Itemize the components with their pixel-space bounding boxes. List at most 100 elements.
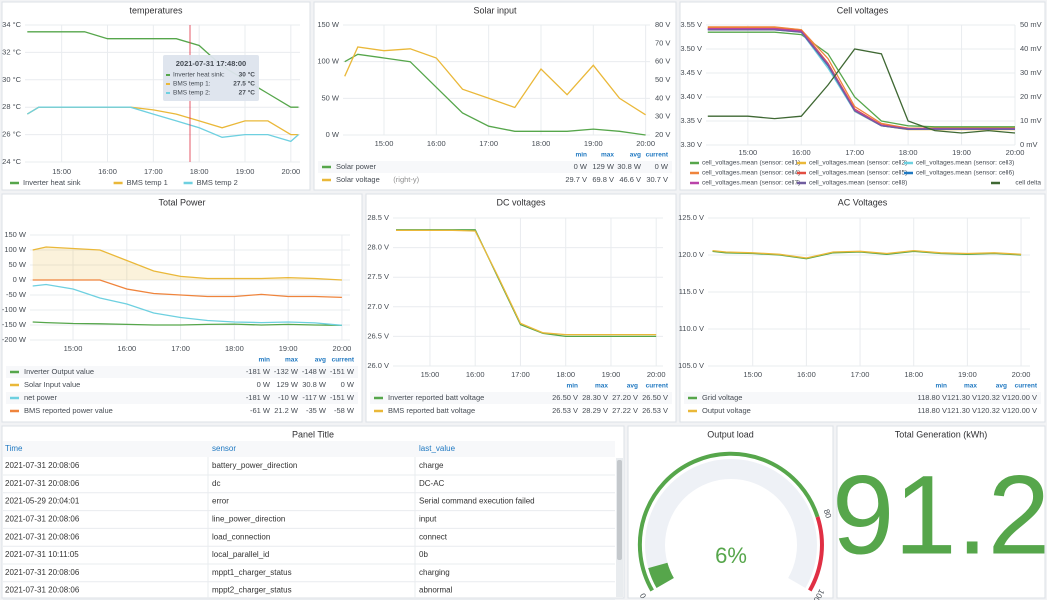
y-tick-label: 28.5 V bbox=[367, 213, 389, 222]
legend-stat: 120.32 V bbox=[977, 393, 1007, 402]
series-line bbox=[707, 29, 1015, 130]
x-tick-label: 15:00 bbox=[52, 167, 71, 176]
legend-stat: 30.7 V bbox=[646, 175, 668, 184]
x-tick-label: 19:00 bbox=[952, 148, 971, 157]
y-tick-label: 24 °C bbox=[2, 157, 21, 166]
legend-label: Grid voltage bbox=[702, 393, 742, 402]
legend-stat: -132 W bbox=[274, 367, 299, 376]
y-tick-label: 100 W bbox=[317, 57, 340, 66]
legend-stat: -117 W bbox=[302, 393, 327, 402]
series-line bbox=[344, 46, 646, 116]
panel-title: temperatures bbox=[129, 5, 183, 15]
y-tick-label: 115.0 V bbox=[679, 287, 704, 296]
series-line bbox=[344, 53, 646, 136]
tooltip-label: Inverter heat sink: bbox=[173, 72, 225, 79]
y2-tick-label: 0 mV bbox=[1020, 140, 1038, 149]
gauge-tick-label: 80 bbox=[822, 508, 833, 520]
y-tick-label: 26 °C bbox=[2, 130, 21, 139]
legend-stat: -61 W bbox=[250, 406, 271, 415]
table-cell: DC-AC bbox=[419, 479, 445, 488]
legend-column-header: min bbox=[258, 357, 270, 364]
legend-axis-note: (right-y) bbox=[393, 175, 419, 184]
y-tick-label: -50 W bbox=[6, 290, 27, 299]
legend-stat: 120.32 V bbox=[977, 406, 1007, 415]
legend-label: BMS reported power value bbox=[24, 406, 113, 415]
x-tick-label: 18:00 bbox=[190, 167, 209, 176]
y2-tick-label: 50 mV bbox=[1020, 20, 1042, 29]
x-tick-label: 16:00 bbox=[466, 370, 485, 379]
series-line bbox=[32, 283, 342, 326]
y-tick-label: 3.40 V bbox=[680, 92, 702, 101]
tooltip-value: 27.5 °C bbox=[233, 80, 255, 88]
x-tick-label: 16:00 bbox=[117, 344, 136, 353]
table-cell: 2021-07-31 20:08:06 bbox=[5, 532, 80, 541]
y-tick-label: 28.0 V bbox=[367, 243, 389, 252]
x-tick-label: 20:00 bbox=[281, 167, 300, 176]
legend-stat: 69.8 V bbox=[592, 175, 614, 184]
x-tick-label: 17:00 bbox=[144, 167, 163, 176]
legend-stat: 30.8 W bbox=[302, 380, 327, 389]
table-cell: 2021-07-31 20:08:06 bbox=[5, 568, 80, 577]
x-tick-label: 19:00 bbox=[236, 167, 255, 176]
legend-stat: 120.00 V bbox=[1007, 393, 1037, 402]
legend-row bbox=[370, 392, 672, 404]
legend-label: cell_voltages.mean (sensor: cell3) bbox=[916, 160, 1014, 167]
legend-label: Solar Input value bbox=[24, 380, 80, 389]
legend-column-header: min bbox=[575, 152, 587, 159]
legend-stat: 26.50 V bbox=[552, 393, 578, 402]
legend-label: Inverter heat sink bbox=[23, 178, 81, 187]
table-cell: connect bbox=[419, 532, 448, 541]
y-tick-label: 100 W bbox=[4, 245, 27, 254]
legend-row bbox=[6, 366, 358, 378]
legend-column-header: current bbox=[1015, 383, 1038, 390]
legend-stat: 121.30 V bbox=[947, 406, 977, 415]
x-tick-label: 16:00 bbox=[98, 167, 117, 176]
column-header: sensor bbox=[212, 444, 236, 453]
series-line bbox=[707, 48, 1016, 134]
table-cell: battery_power_direction bbox=[212, 461, 297, 470]
legend-stat: 26.53 V bbox=[552, 406, 578, 415]
legend-stat: 29.7 V bbox=[565, 175, 587, 184]
y-tick-label: 0 W bbox=[13, 275, 27, 284]
legend-stat: -151 W bbox=[330, 393, 355, 402]
legend-column-header: max bbox=[595, 383, 608, 390]
column-header: Time bbox=[5, 444, 23, 453]
y-tick-label: 150 W bbox=[4, 230, 27, 239]
legend-row bbox=[318, 161, 672, 173]
y2-tick-label: 70 V bbox=[655, 38, 670, 47]
x-tick-label: 20:00 bbox=[1012, 370, 1031, 379]
table-cell: mppt2_charger_status bbox=[212, 586, 292, 595]
table-cell: abnormal bbox=[419, 586, 453, 595]
series-line bbox=[32, 279, 342, 299]
legend-stat: 46.6 V bbox=[619, 175, 641, 184]
panel-title: Solar input bbox=[473, 5, 517, 15]
table-cell: charging bbox=[419, 568, 450, 577]
legend-row bbox=[6, 392, 358, 404]
x-tick-label: 18:00 bbox=[904, 370, 923, 379]
series-line bbox=[712, 249, 1022, 259]
table-cell: 2021-07-31 10:11:05 bbox=[5, 550, 79, 559]
legend-column-header: avg bbox=[630, 152, 641, 159]
legend-row bbox=[6, 379, 358, 391]
panel-title: Total Power bbox=[158, 197, 205, 207]
legend-stat: -181 W bbox=[246, 393, 271, 402]
stat-value: 91.2 bbox=[832, 453, 1047, 578]
legend-column-header: current bbox=[332, 357, 355, 364]
legend-stat: 0 W bbox=[341, 380, 355, 389]
panel bbox=[313, 1, 677, 191]
y-tick-label: 27.0 V bbox=[367, 302, 389, 311]
y-tick-label: 30 °C bbox=[2, 75, 21, 84]
legend-stat: -35 W bbox=[306, 406, 327, 415]
legend-stat: 118.80 V bbox=[918, 393, 947, 402]
y2-tick-label: 20 mV bbox=[1020, 92, 1042, 101]
y-tick-label: 34 °C bbox=[2, 20, 21, 29]
x-tick-label: 15:00 bbox=[738, 148, 757, 157]
panel-title: Panel Title bbox=[292, 429, 334, 439]
legend-stat: 27.20 V bbox=[612, 393, 638, 402]
x-tick-label: 19:00 bbox=[584, 139, 603, 148]
legend-stat: 0 W bbox=[257, 380, 271, 389]
panel-title: Cell voltages bbox=[837, 5, 889, 15]
legend-row bbox=[684, 405, 1041, 417]
y2-tick-label: 10 mV bbox=[1020, 116, 1042, 125]
legend-stat: 27.22 V bbox=[612, 406, 638, 415]
